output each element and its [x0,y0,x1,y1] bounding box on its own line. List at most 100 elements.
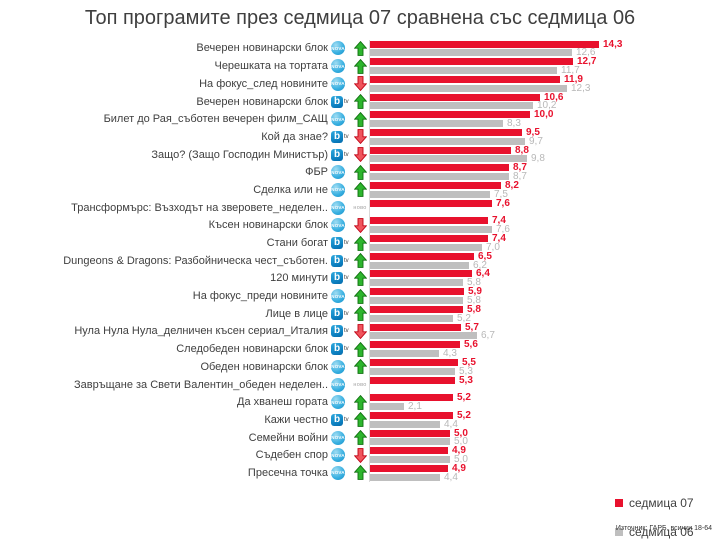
bar-week06 [370,314,453,322]
trend-cell [351,164,369,180]
btv-logo-tv: tv [344,416,349,423]
bar-week06 [370,332,477,340]
program-label: Да хванеш гората [237,396,328,409]
bar-week06-value: 5,8 [467,277,481,289]
bar-week06 [370,67,557,75]
btv-logo-tv: tv [344,133,349,140]
channel-cell: b tv [331,237,351,249]
channel-cell: b tv [331,254,351,267]
green-up-arrow-icon [353,412,367,428]
bar-week07-line: 5,2 [370,410,720,421]
trend-cell [351,111,369,127]
btv-logo-icon: b tv [331,272,349,285]
bar-week07 [370,75,560,83]
bar-week07-line: 6,4 [370,268,720,279]
bar-week07-line: 10,0 [370,109,720,120]
bar-week06-value: 10,2 [537,100,557,112]
green-up-arrow-icon [353,94,367,109]
bar-week06 [370,173,509,181]
chart-rows: Вечерен новинарски блок NOVA 14,3 12,6 Череш… [0,39,720,483]
btv-logo-b: b [331,130,343,143]
bar-week07-value: 11,9 [564,73,583,85]
btv-logo-b: b [331,254,343,267]
bar-week06-line [370,385,720,394]
bar-week06-line: 5,8 [370,295,720,306]
trend-cell [351,58,369,74]
channel-cell: b tv [331,95,351,108]
bar-week07 [370,93,540,101]
nova-tv-logo-icon: NOVA [331,165,345,180]
btv-logo-b: b [331,272,343,285]
btv-logo-tv: tv [344,275,349,282]
bar-week06-line: 9,7 [370,136,720,147]
bar-week06-line [370,208,720,217]
bar-group: 8,7 8,7 [369,162,720,182]
bar-week06 [370,350,439,358]
bar-week07-line: 10,6 [370,91,720,103]
btv-logo-icon: b tv [331,148,349,161]
program-label: Следобеден новинарски блок [176,343,328,356]
bar-week06-value: 4,4 [444,418,458,430]
bar-week06 [370,49,572,57]
btv-logo-tv: tv [344,98,349,105]
channel-cell: b tv [331,272,351,285]
trend-cell [351,235,369,251]
bar-week07 [370,376,455,384]
green-up-arrow-icon [353,111,367,127]
nova-tv-logo-icon: NOVA [331,200,345,215]
bar-group: 9,5 9,7 [369,127,720,147]
new-program-badge: ново [353,204,367,211]
bar-group: 4,9 5,0 [369,445,720,466]
program-row: 120 минути b tv 6,4 5,8 [0,268,720,289]
bar-week07-line: 8,8 [370,145,720,156]
channel-cell: b tv [331,130,351,143]
bar-week07 [370,146,511,154]
green-up-arrow-icon [353,40,367,56]
btv-logo-b: b [331,413,343,426]
nova-tv-logo-icon: NOVA [331,182,345,197]
bar-week06-value: 4,3 [443,348,457,360]
program-label: Нула Нула Нула_делничен късен сериал_Ита… [74,325,328,338]
trend-cell [351,253,369,269]
bar-week06-line: 2,1 [370,401,720,412]
bar-week06 [370,190,490,198]
program-row: Вечерен новинарски блок NOVA 14,3 12,6 [0,39,720,59]
trend-cell [351,341,369,357]
bar-week07-value: 8,2 [505,180,519,192]
nova-tv-logo-icon: NOVA [331,430,345,445]
bar-week06 [370,243,482,251]
legend-item-week06: седмица 06 [615,525,694,539]
program-row: Нула Нула Нула_делничен късен сериал_Ита… [0,322,720,342]
bar-week07-value: 8,7 [513,162,527,174]
bar-week06-line: 4,3 [370,348,720,360]
bar-week07-value: 10,6 [544,91,564,103]
btv-logo-tv: tv [344,257,349,264]
bar-week06-line: 5,2 [370,313,720,324]
bar-week06-value: 5,0 [454,454,468,466]
bar-week06-value: 6,7 [481,330,495,342]
green-up-arrow-icon [353,359,367,375]
trend-cell [351,288,369,304]
week06-swatch-icon [615,527,623,536]
nova-tv-logo-icon: NOVA [331,76,345,91]
bar-week07-value: 4,9 [452,445,466,457]
channel-cell: NOVA [331,395,351,410]
red-down-arrow-icon [353,76,367,92]
program-row: Следобеден новинарски блок b tv 5,6 4,3 [0,339,720,360]
program-label: Вечерен новинарски блок [196,95,328,108]
nova-tv-logo-icon: NOVA [331,218,345,233]
bar-week07 [370,128,522,136]
bar-week07-line: 9,5 [370,127,720,138]
red-down-arrow-icon [353,129,367,145]
bar-group: 5,2 2,1 [369,392,720,412]
nova-tv-logo-icon: NOVA [331,289,345,304]
nova-tv-logo-icon: NOVA [331,377,345,392]
bar-week07 [370,465,448,473]
bar-week07 [370,358,458,366]
bar-week07-line: 8,7 [370,162,720,174]
trend-cell [351,465,369,481]
bar-group: 5,6 4,3 [369,339,720,360]
program-row: Обеден новинарски блок NOVA 5,5 5,3 [0,357,720,377]
trend-cell [351,394,369,410]
